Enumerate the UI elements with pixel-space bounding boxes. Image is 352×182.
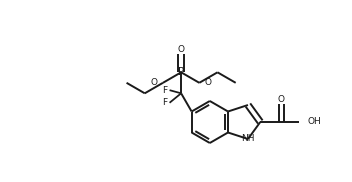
Text: O: O xyxy=(178,45,185,54)
Text: F: F xyxy=(162,98,167,107)
Text: F: F xyxy=(162,86,167,95)
Text: NH: NH xyxy=(241,134,255,143)
Text: O: O xyxy=(151,78,158,87)
Text: O: O xyxy=(204,78,211,87)
Text: O: O xyxy=(278,95,285,104)
Text: OH: OH xyxy=(307,118,321,126)
Text: P: P xyxy=(178,67,184,77)
